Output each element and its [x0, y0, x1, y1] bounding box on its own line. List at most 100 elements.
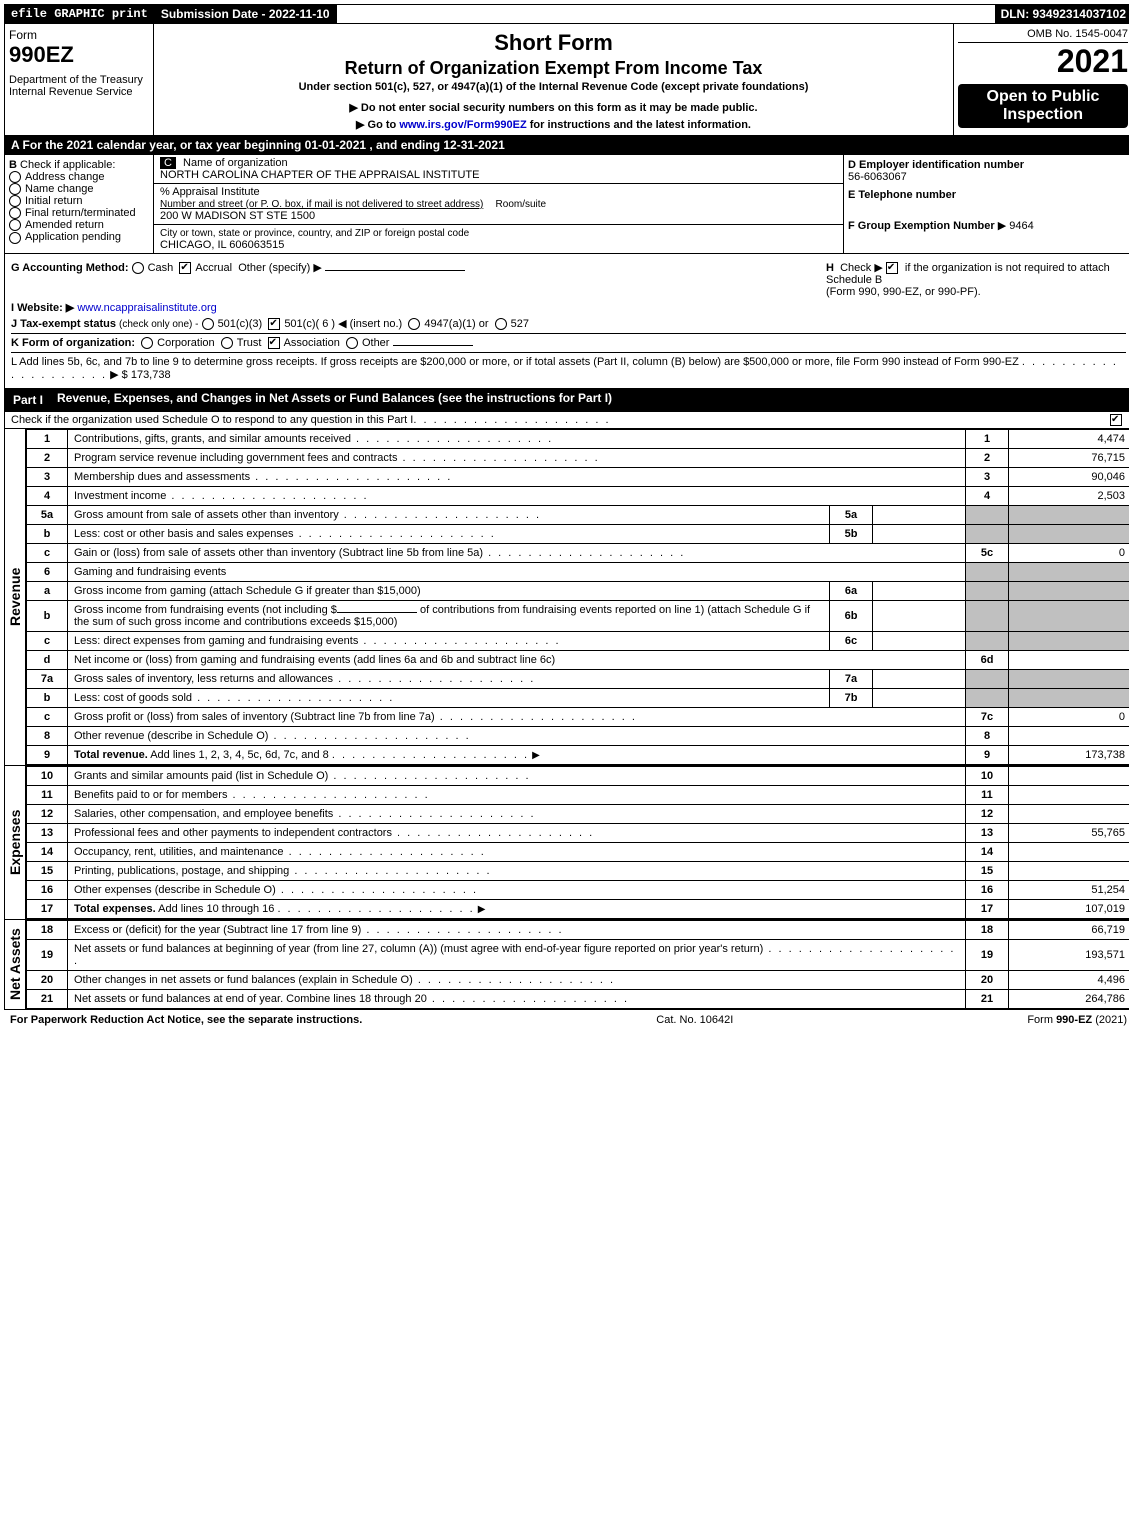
- check-trust[interactable]: [221, 337, 233, 349]
- form-header: Form 990EZ Department of the Treasury In…: [4, 24, 1129, 136]
- check-corporation[interactable]: [141, 337, 153, 349]
- check-scheduleb[interactable]: [886, 262, 898, 274]
- ln-6c-val: [1009, 632, 1129, 651]
- ln-4-num: 4: [27, 487, 68, 506]
- check-name-change[interactable]: [9, 183, 21, 195]
- h-text3: (Form 990, 990-EZ, or 990-PF).: [826, 286, 981, 298]
- ln-8-rl: 8: [966, 727, 1009, 746]
- ln-11-num: 11: [27, 786, 68, 805]
- check-amended-return[interactable]: [9, 219, 21, 231]
- org-info-row: B Check if applicable: Address change Na…: [4, 155, 1129, 254]
- ln-19-desc: Net assets or fund balances at beginning…: [74, 943, 955, 967]
- ln-1-num: 1: [27, 430, 68, 449]
- check-application-pending[interactable]: [9, 232, 21, 244]
- dept-label: Department of the Treasury: [9, 74, 149, 86]
- ln-21-rl: 21: [966, 990, 1009, 1009]
- ln-6b-num: b: [27, 601, 68, 632]
- b-heading: Check if applicable:: [20, 159, 115, 171]
- irs-link[interactable]: www.irs.gov/Form990EZ: [399, 119, 526, 131]
- check-501c3[interactable]: [202, 318, 214, 330]
- ln-9-desc-b: Total revenue.: [74, 749, 148, 761]
- check-4947[interactable]: [408, 318, 420, 330]
- f-label: F Group Exemption Number: [848, 220, 995, 232]
- city-state-zip: CHICAGO, IL 606063515: [160, 239, 284, 251]
- ln-6a-mval: [873, 582, 966, 601]
- efile-label: efile GRAPHIC print: [5, 5, 155, 23]
- ln-7a-desc: Gross sales of inventory, less returns a…: [74, 673, 535, 685]
- website-link[interactable]: www.ncappraisalinstitute.org: [77, 302, 216, 314]
- ln-6b-rl: [966, 601, 1009, 632]
- h-label: H: [826, 262, 834, 274]
- ln-6c-rl: [966, 632, 1009, 651]
- ln-6c-desc: Less: direct expenses from gaming and fu…: [74, 635, 561, 647]
- ln-20-rl: 20: [966, 971, 1009, 990]
- ln-7a-mval: [873, 670, 966, 689]
- group-exemption-value: ▶ 9464: [998, 220, 1034, 232]
- ln-7b-rl: [966, 689, 1009, 708]
- ln-3-desc: Membership dues and assessments: [74, 471, 452, 483]
- check-527[interactable]: [495, 318, 507, 330]
- ln-10-num: 10: [27, 767, 68, 786]
- topbar-spacer: [337, 5, 995, 23]
- check-final-return[interactable]: [9, 207, 21, 219]
- ln-6c-ml: 6c: [830, 632, 873, 651]
- top-bar: efile GRAPHIC print Submission Date - 20…: [4, 4, 1129, 24]
- ln-10-val: [1009, 767, 1129, 786]
- check-schedule-o[interactable]: [1110, 414, 1122, 426]
- check-501c[interactable]: [268, 318, 280, 330]
- ln-9-dots: [332, 749, 529, 761]
- b-label: B: [9, 159, 17, 171]
- ln-5b-desc: Less: cost or other basis and sales expe…: [74, 528, 496, 540]
- opt-cash: Cash: [148, 262, 174, 274]
- ln-5b-mval: [873, 525, 966, 544]
- city-label: City or town, state or province, country…: [160, 228, 469, 239]
- l-text: L Add lines 5b, 6c, and 7b to line 9 to …: [11, 356, 1019, 368]
- ln-12-rl: 12: [966, 805, 1009, 824]
- ln-18-desc: Excess or (deficit) for the year (Subtra…: [74, 924, 564, 936]
- ln-18-num: 18: [27, 921, 68, 940]
- ln-6d-num: d: [27, 651, 68, 670]
- ln-6b-mval: [873, 601, 966, 632]
- revenue-section: Revenue 1Contributions, gifts, grants, a…: [4, 429, 1129, 766]
- ln-18-rl: 18: [966, 921, 1009, 940]
- ln-5b-rl: [966, 525, 1009, 544]
- ln-6a-rl: [966, 582, 1009, 601]
- check-address-change[interactable]: [9, 171, 21, 183]
- ln-6b-blank[interactable]: [337, 612, 417, 613]
- footer-mid: Cat. No. 10642I: [656, 1014, 733, 1026]
- line-17: 17Total expenses. Add lines 10 through 1…: [27, 900, 1129, 919]
- line-8: 8Other revenue (describe in Schedule O)8: [27, 727, 1129, 746]
- ln-5a-ml: 5a: [830, 506, 873, 525]
- expenses-section: Expenses 10Grants and similar amounts pa…: [4, 766, 1129, 920]
- k-row: K Form of organization: Corporation Trus…: [11, 333, 1126, 349]
- line-5c: cGain or (loss) from sale of assets othe…: [27, 544, 1129, 563]
- ln-4-val: 2,503: [1009, 487, 1129, 506]
- check-cash[interactable]: [132, 262, 144, 274]
- ln-21-val: 264,786: [1009, 990, 1129, 1009]
- check-association[interactable]: [268, 337, 280, 349]
- other-org-input[interactable]: [393, 345, 473, 346]
- line-9: 9Total revenue. Add lines 1, 2, 3, 4, 5c…: [27, 746, 1129, 765]
- line-11: 11Benefits paid to or for members11: [27, 786, 1129, 805]
- ln-7a-num: 7a: [27, 670, 68, 689]
- check-initial-return[interactable]: [9, 195, 21, 207]
- line-7c: cGross profit or (loss) from sales of in…: [27, 708, 1129, 727]
- ln-4-desc: Investment income: [74, 490, 369, 502]
- check-accrual[interactable]: [179, 262, 191, 274]
- ln-13-num: 13: [27, 824, 68, 843]
- j-label: J Tax-exempt status: [11, 318, 116, 330]
- other-specify-input[interactable]: [325, 270, 465, 271]
- opt-application-pending: Application pending: [25, 231, 121, 243]
- ln-1-val: 4,474: [1009, 430, 1129, 449]
- ln-20-desc: Other changes in net assets or fund bala…: [74, 974, 615, 986]
- ln-5b-val: [1009, 525, 1129, 544]
- ln-16-num: 16: [27, 881, 68, 900]
- ln-7c-val: 0: [1009, 708, 1129, 727]
- line-18: 18 Excess or (deficit) for the year (Subt…: [27, 921, 1129, 940]
- check-other-org[interactable]: [346, 337, 358, 349]
- ln-5c-num: c: [27, 544, 68, 563]
- ln-13-rl: 13: [966, 824, 1009, 843]
- j-sub: (check only one) -: [119, 319, 198, 330]
- page-footer: For Paperwork Reduction Act Notice, see …: [4, 1010, 1129, 1030]
- part1-tag: Part I: [11, 391, 51, 409]
